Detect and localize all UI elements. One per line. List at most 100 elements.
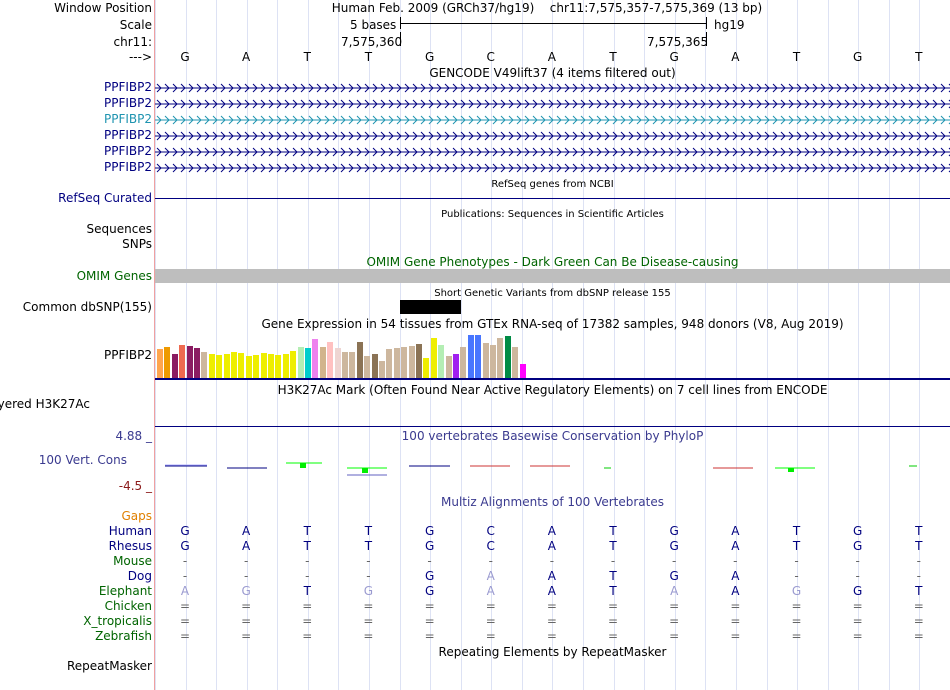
conservation-mark-0	[165, 464, 207, 467]
dbsnp-variant-bar[interactable]	[400, 300, 461, 314]
gtex-tissue-bar[interactable]	[282, 354, 289, 378]
gtex-tissue-bar[interactable]	[416, 344, 422, 378]
gencode-item-label[interactable]: PPFIBP2	[103, 160, 152, 174]
gencode-item-label[interactable]: PPFIBP2	[103, 80, 152, 94]
gencode-item-label[interactable]: PPFIBP2	[103, 144, 152, 158]
multiz-base: G	[669, 569, 679, 583]
multiz-species-label[interactable]: Zebrafish	[95, 629, 152, 643]
gencode-item-label[interactable]: PPFIBP2	[103, 96, 152, 110]
multiz-base: A	[547, 569, 556, 583]
gtex-tissue-bar[interactable]	[356, 342, 363, 378]
multiz-species-label[interactable]: Mouse	[113, 554, 152, 568]
gtex-tissue-bar[interactable]	[297, 347, 304, 378]
gtex-tissue-bar[interactable]	[430, 338, 437, 378]
multiz-species-label[interactable]: Dog	[127, 569, 152, 583]
omim-gene-bar[interactable]	[155, 269, 950, 283]
gtex-tissue-bar[interactable]	[208, 354, 215, 378]
dbsnp-track-label[interactable]: Common dbSNP(155)	[22, 300, 152, 314]
h3k27ac-track-title[interactable]: H3K27Ac Mark (Often Found Near Active Re…	[277, 383, 828, 397]
gtex-tissue-bar[interactable]	[245, 356, 252, 378]
gtex-track-label[interactable]: PPFIBP2	[103, 348, 152, 362]
gtex-track-title[interactable]: Gene Expression in 54 tissues from GTEx …	[261, 317, 844, 331]
gtex-tissue-bar[interactable]	[157, 349, 163, 378]
gtex-tissue-bar[interactable]	[275, 355, 282, 378]
scale-bar	[400, 23, 707, 24]
gtex-tissue-bar[interactable]	[438, 345, 445, 378]
gtex-tissue-bar[interactable]	[497, 338, 504, 378]
gtex-tissue-bar[interactable]	[460, 347, 467, 378]
gtex-tissue-bar[interactable]	[512, 347, 519, 378]
dbsnp-track-title[interactable]: Short Genetic Variants from dbSNP releas…	[434, 288, 671, 299]
gtex-tissue-bar[interactable]	[179, 345, 186, 378]
gtex-tissue-bar[interactable]	[171, 354, 178, 378]
refseq-gene-line[interactable]	[155, 198, 950, 199]
sequences-track-label[interactable]: Sequences	[86, 222, 152, 236]
h3k27ac-track-label[interactable]: Layered H3K27Ac	[0, 397, 90, 411]
multiz-species-label[interactable]: Human	[108, 524, 152, 538]
publications-track-title[interactable]: Publications: Sequences in Scientific Ar…	[441, 209, 664, 220]
gtex-tissue-bar[interactable]	[334, 348, 341, 378]
multiz-species-label[interactable]: Elephant	[98, 584, 152, 598]
multiz-base: -	[610, 554, 616, 568]
gtex-tissue-bar[interactable]	[401, 347, 408, 378]
gtex-tissue-bar[interactable]	[423, 358, 430, 378]
gtex-tissue-bar[interactable]	[445, 356, 452, 378]
gtex-tissue-bar[interactable]	[312, 339, 319, 378]
gtex-tissue-bar[interactable]	[379, 361, 385, 378]
snps-track-label[interactable]: SNPs	[122, 237, 152, 251]
chromosome-label: chr11:	[113, 35, 152, 49]
omim-track-label[interactable]: OMIM Genes	[76, 269, 152, 283]
gtex-tissue-bar[interactable]	[268, 354, 274, 378]
gtex-tissue-bar[interactable]	[490, 345, 496, 378]
gtex-tissue-bar[interactable]	[408, 346, 415, 378]
gtex-tissue-bar[interactable]	[223, 354, 230, 378]
multiz-species-label[interactable]: Chicken	[104, 599, 152, 613]
gencode-transcripts[interactable]	[155, 80, 950, 176]
gtex-tissue-bar[interactable]	[290, 351, 297, 378]
gtex-tissue-bar[interactable]	[349, 352, 356, 378]
refseq-track-title[interactable]: RefSeq genes from NCBI	[491, 179, 614, 190]
gencode-item-label[interactable]: PPFIBP2	[103, 128, 152, 142]
refseq-track-label[interactable]: RefSeq Curated	[58, 191, 152, 205]
gtex-tissue-bar[interactable]	[216, 355, 223, 378]
repeatmasker-track-title[interactable]: Repeating Elements by RepeatMasker	[438, 645, 667, 659]
gtex-tissue-bar[interactable]	[386, 349, 393, 378]
gtex-tissue-bar[interactable]	[253, 355, 260, 378]
repeatmasker-track-label[interactable]: RepeatMasker	[66, 659, 152, 673]
gtex-tissue-bar[interactable]	[453, 354, 459, 378]
window-position[interactable]: chr11:7,575,357-7,575,369 (13 bp)	[549, 1, 763, 15]
gtex-tissue-bar[interactable]	[475, 335, 482, 378]
gtex-tissue-bar[interactable]	[467, 335, 474, 378]
gtex-tissue-bar[interactable]	[186, 346, 193, 378]
gtex-tissue-bar[interactable]	[194, 348, 200, 378]
conservation-track-title[interactable]: 100 vertebrates Basewise Conservation by…	[401, 429, 704, 443]
multiz-species-label[interactable]: Rhesus	[108, 539, 152, 553]
gtex-tissue-bar[interactable]	[231, 352, 237, 378]
gtex-tissue-bar[interactable]	[519, 364, 526, 378]
multiz-species-label[interactable]: X_tropicalis	[83, 614, 152, 628]
multiz-track-title[interactable]: Multiz Alignments of 100 Vertebrates	[440, 495, 665, 509]
gtex-tissue-bar[interactable]	[342, 352, 348, 378]
gtex-tissue-bar[interactable]	[327, 342, 334, 378]
gtex-tissue-bar[interactable]	[238, 353, 245, 378]
conservation-track-label[interactable]: 100 Vert. Cons	[38, 453, 127, 467]
gtex-tissue-bar[interactable]	[393, 348, 400, 378]
conservation-wiggle[interactable]	[155, 456, 950, 478]
gtex-tissue-bar[interactable]	[319, 347, 326, 378]
gtex-tissue-bar[interactable]	[164, 347, 171, 378]
multiz-base: =	[485, 599, 496, 613]
gtex-tissue-bar[interactable]	[260, 353, 267, 378]
omim-track-title[interactable]: OMIM Gene Phenotypes - Dark Green Can Be…	[366, 255, 739, 269]
gencode-track-title[interactable]: GENCODE V49lift37 (4 items filtered out)	[429, 66, 676, 80]
multiz-base: T	[792, 539, 801, 553]
gencode-item-label[interactable]: PPFIBP2	[103, 112, 152, 126]
gtex-tissue-bar[interactable]	[504, 336, 511, 378]
conservation-mark-2	[286, 462, 322, 468]
gtex-tissue-bar[interactable]	[482, 343, 489, 378]
gtex-expression-chart[interactable]	[155, 332, 950, 378]
gtex-tissue-bar[interactable]	[364, 356, 371, 378]
gtex-tissue-bar[interactable]	[371, 354, 378, 378]
gtex-tissue-bar[interactable]	[201, 352, 208, 378]
gtex-tissue-bar[interactable]	[305, 348, 311, 378]
